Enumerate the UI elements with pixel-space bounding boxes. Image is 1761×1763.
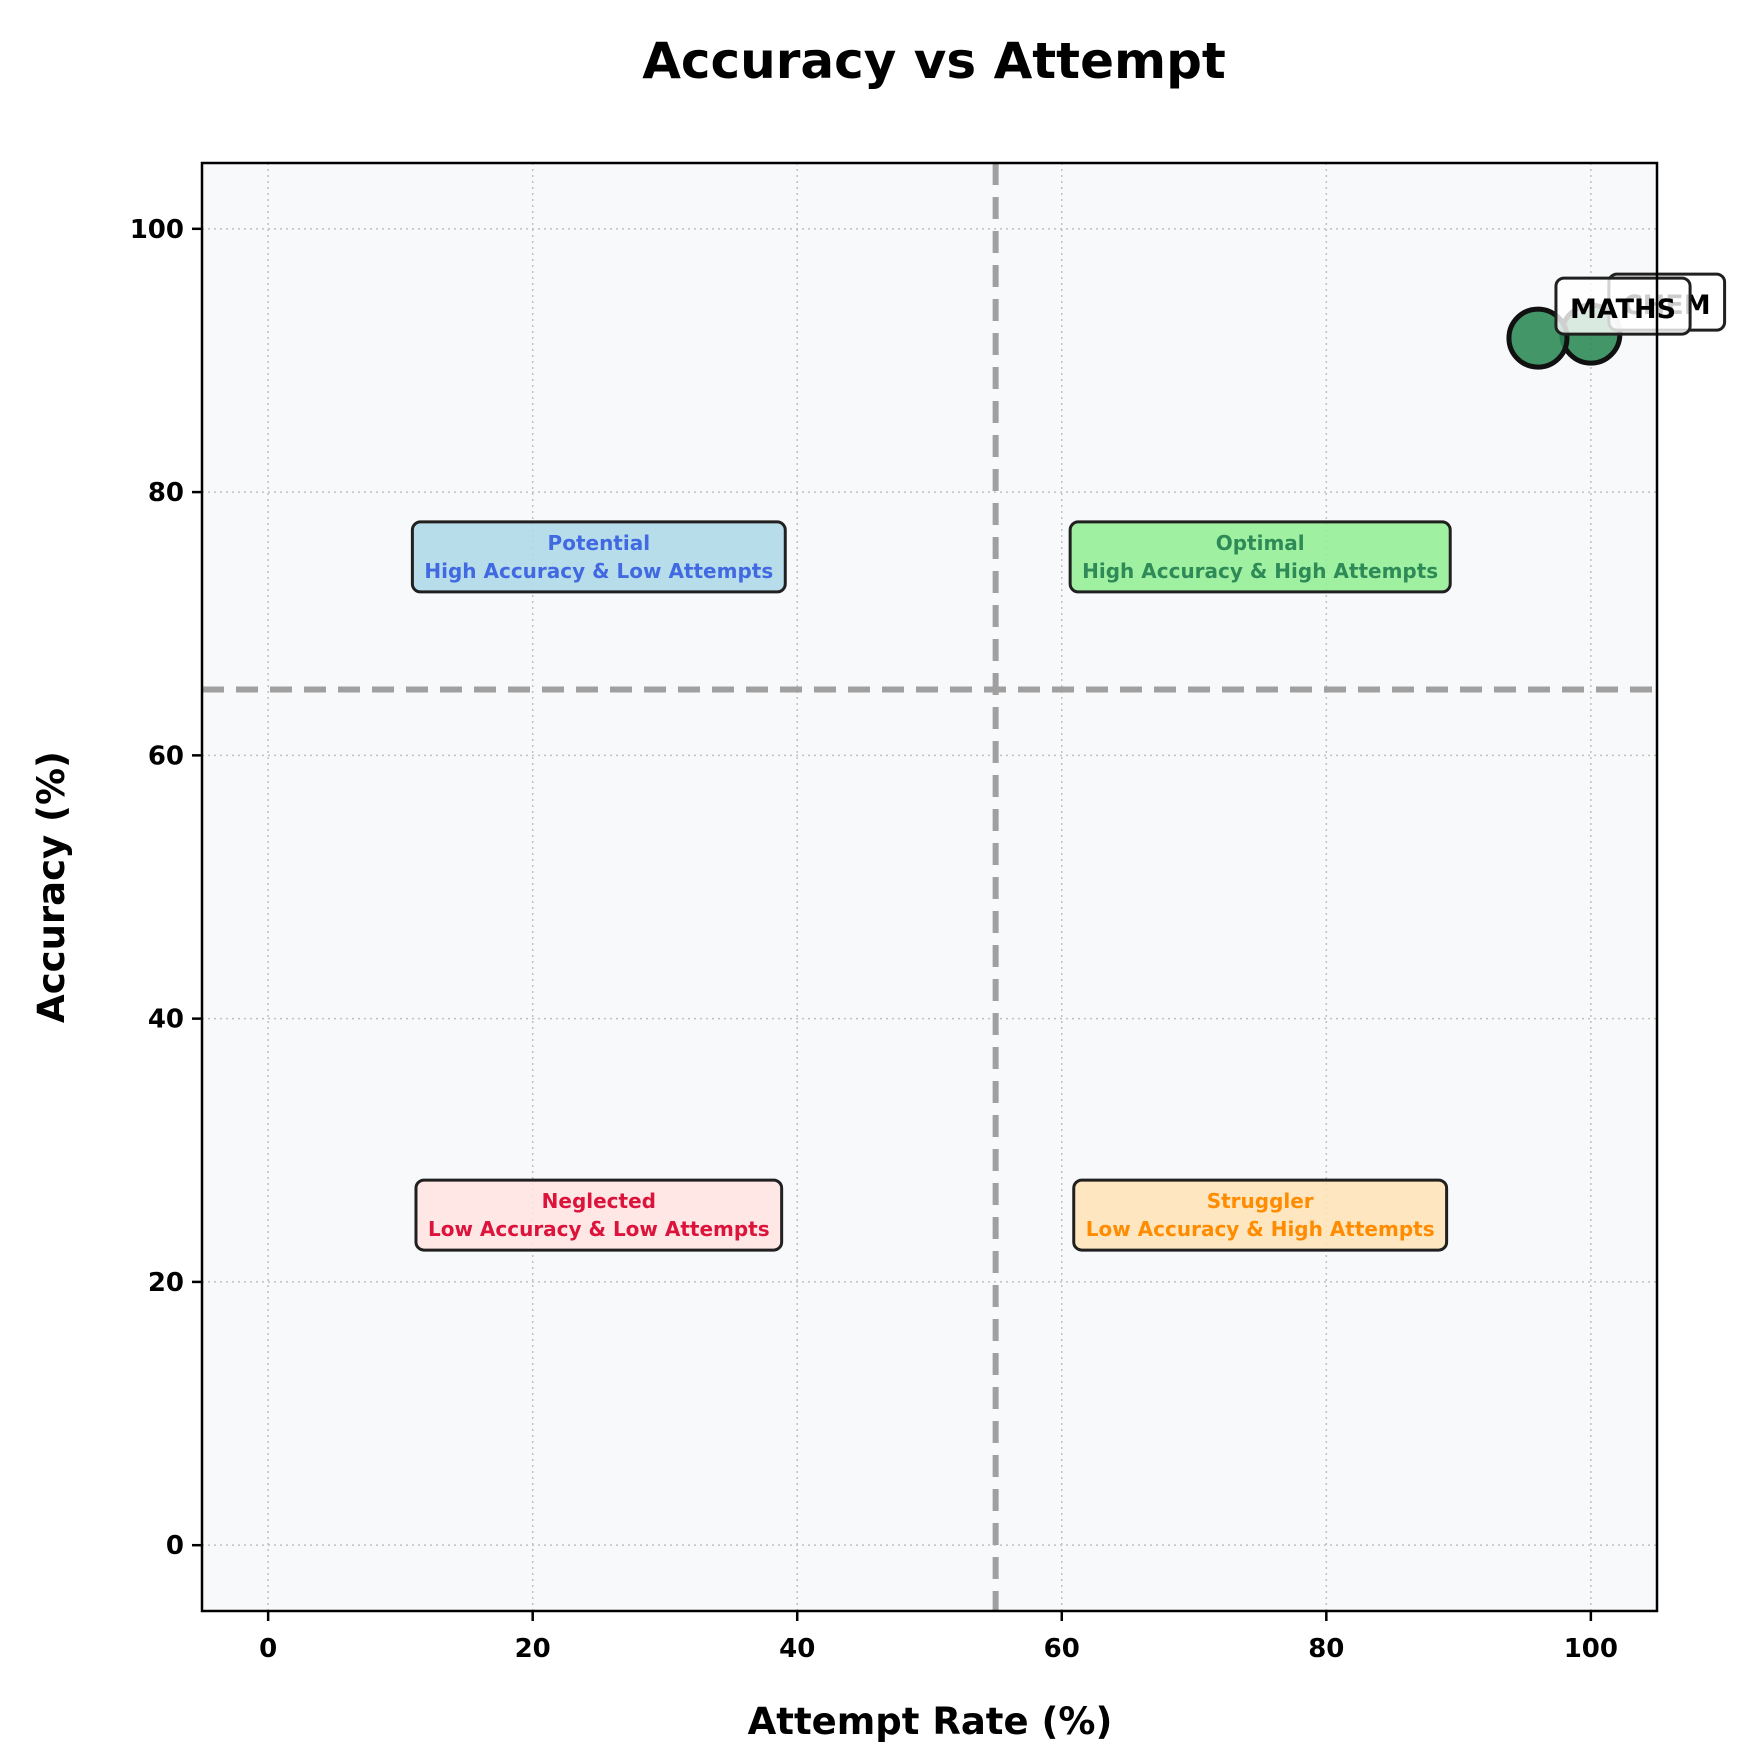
threshold-lines: [202, 163, 1657, 1611]
y-tick-label-80: 80: [148, 478, 184, 508]
quadrant-neglected: Neglected Low Accuracy & Low Attempts: [414, 1178, 784, 1252]
quadrant-box-neglected: [414, 1178, 784, 1252]
plot-frame: [200, 161, 1659, 1613]
grid-lines: [202, 163, 1657, 1611]
x-tick-label-0: 0: [259, 1634, 277, 1664]
x-axis-label: Attempt Rate (%): [748, 1700, 1113, 1743]
y-tick-label-20: 20: [148, 1268, 184, 1298]
y-axis-label: Accuracy (%): [30, 751, 73, 1023]
point-label-text-maths: MATHS: [1570, 294, 1676, 325]
quadrant-labels: Potential High Accuracy & Low Attempts Opt…: [410, 520, 1452, 1252]
data-point-maths: [1506, 306, 1570, 370]
quadrant-name-neglected: Neglected: [542, 1189, 656, 1213]
y-tick-label-0: 0: [166, 1531, 184, 1561]
quadrant-potential: Potential High Accuracy & Low Attempts: [410, 520, 787, 594]
plot-area: [202, 163, 1657, 1611]
quadrant-name-potential: Potential: [548, 531, 651, 555]
chart-title: Accuracy vs Attempt: [642, 32, 1226, 90]
quadrant-box-optimal: [1068, 520, 1452, 594]
quadrant-box-potential: [410, 520, 787, 594]
point-label-maths: MATHS: [1554, 276, 1692, 336]
quadrant-desc-potential: High Accuracy & Low Attempts: [424, 559, 773, 583]
x-tick-label-20: 20: [515, 1634, 551, 1664]
x-tick-label-60: 60: [1044, 1634, 1080, 1664]
quadrant-box-struggler: [1072, 1178, 1449, 1252]
x-axis-ticks: 0 20 40 60 80 100: [259, 1611, 1618, 1664]
x-tick-label-80: 80: [1308, 1634, 1344, 1664]
quadrant-optimal: Optimal High Accuracy & High Attempts: [1068, 520, 1452, 594]
x-tick-label-40: 40: [779, 1634, 815, 1664]
x-tick-label-100: 100: [1564, 1634, 1618, 1664]
y-tick-label-40: 40: [148, 1005, 184, 1035]
quadrant-desc-neglected: Low Accuracy & Low Attempts: [428, 1217, 770, 1241]
quadrant-desc-struggler: Low Accuracy & High Attempts: [1086, 1217, 1435, 1241]
point-labels: CHEMMATHS: [1554, 272, 1727, 336]
quadrant-desc-optimal: High Accuracy & High Attempts: [1082, 559, 1438, 583]
y-axis-ticks: 0 20 40 60 80 100: [130, 215, 202, 1561]
y-tick-label-60: 60: [148, 741, 184, 771]
quadrant-name-struggler: Struggler: [1207, 1189, 1314, 1213]
quadrant-struggler: Struggler Low Accuracy & High Attempts: [1072, 1178, 1449, 1252]
quadrant-name-optimal: Optimal: [1216, 531, 1305, 555]
y-tick-label-100: 100: [130, 215, 184, 245]
